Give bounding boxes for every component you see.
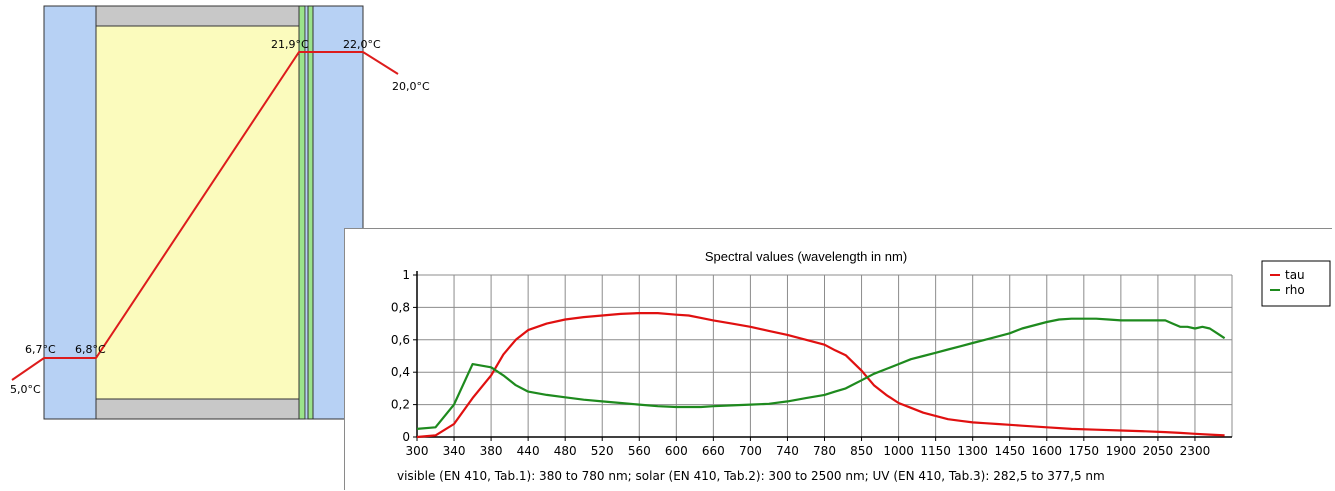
chart-tick-labels: 300 340 380 440 480 520 560 600 660 700 740 780 850 1… <box>391 268 1210 458</box>
chart-series <box>416 311 1226 439</box>
legend-label-rho: rho <box>1285 283 1305 297</box>
x-tick-label: 740 <box>776 444 799 458</box>
temp-inside-ambient: 20,0°C <box>392 80 430 93</box>
glazing-temperature-diagram: 5,0°C 6,7°C 6,8°C 21,9°C 22,0°C 20,0°C <box>10 5 430 420</box>
x-axis-note: visible (EN 410, Tab.1): 380 to 780 nm; … <box>397 469 1105 483</box>
bottom-spacer <box>95 398 300 420</box>
top-spacer <box>95 5 300 27</box>
series-line-rho <box>416 317 1226 430</box>
series-line-tau <box>416 311 1225 439</box>
x-tick-label: 480 <box>554 444 577 458</box>
x-tick-label: 850 <box>850 444 873 458</box>
x-tick-label: 300 <box>406 444 429 458</box>
legend-box <box>1261 260 1331 307</box>
temp-outer-surface-in: 6,8°C <box>75 343 106 356</box>
chart-gridlines <box>417 274 1233 437</box>
x-tick-label: 1900 <box>1106 444 1137 458</box>
x-tick-label: 520 <box>591 444 614 458</box>
temp-outer-surface-out: 6,7°C <box>25 343 56 356</box>
y-tick-label: 0,6 <box>391 333 410 347</box>
y-tick-label: 0,8 <box>391 300 410 314</box>
x-tick-label: 1750 <box>1069 444 1100 458</box>
x-tick-label: 340 <box>443 444 466 458</box>
y-tick-label: 0,2 <box>391 398 410 412</box>
spectral-chart: Spectral values (wavelength in nm) 300 34… <box>391 249 1331 483</box>
x-tick-label: 2300 <box>1180 444 1211 458</box>
x-tick-label: 380 <box>480 444 503 458</box>
chart-axes <box>413 271 1232 441</box>
x-tick-label: 780 <box>813 444 836 458</box>
chart-title: Spectral values (wavelength in nm) <box>705 249 907 264</box>
temp-inner-surface-cavity: 21,9°C <box>271 38 309 51</box>
temperature-profile-line <box>11 51 399 381</box>
x-tick-label: 440 <box>517 444 540 458</box>
x-tick-label: 1000 <box>883 444 914 458</box>
temp-outside-ambient: 5,0°C <box>10 383 41 396</box>
gas-cavity <box>95 25 300 400</box>
spectral-chart-panel: Spectral values (wavelength in nm) 300 34… <box>344 228 1332 490</box>
x-tick-label: 1150 <box>920 444 951 458</box>
x-tick-label: 1300 <box>957 444 988 458</box>
y-tick-label: 0 <box>402 430 410 444</box>
inner-coating-layer-outer <box>298 5 306 420</box>
x-tick-label: 700 <box>739 444 762 458</box>
x-tick-label: 2050 <box>1143 444 1174 458</box>
legend-label-tau: tau <box>1285 268 1305 282</box>
x-tick-label: 600 <box>665 444 688 458</box>
x-tick-label: 1600 <box>1031 444 1062 458</box>
x-tick-label: 560 <box>628 444 651 458</box>
temp-inner-surface-room: 22,0°C <box>343 38 381 51</box>
x-tick-label: 1450 <box>994 444 1025 458</box>
inner-coating-layer-inner <box>307 5 314 420</box>
outer-glass-pane <box>43 5 97 420</box>
x-tick-label: 660 <box>702 444 725 458</box>
y-tick-label: 0,4 <box>391 365 410 379</box>
y-tick-label: 1 <box>402 268 410 282</box>
